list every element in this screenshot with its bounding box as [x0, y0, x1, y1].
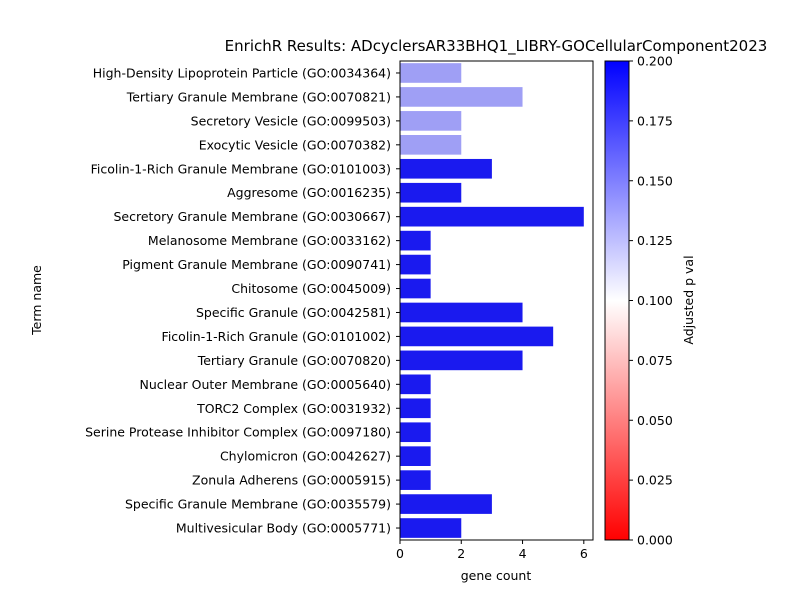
- bar: [400, 494, 492, 514]
- bar: [400, 374, 431, 395]
- bar: [400, 398, 431, 419]
- colorbar-tick-label: 0.125: [637, 233, 673, 248]
- y-tick-label: Specific Granule Membrane (GO:0035579): [125, 497, 391, 512]
- bar: [400, 111, 462, 131]
- colorbar-ticks: 0.000 0.025 0.050 0.075 0.100 0.125 0.150 0.175…: [629, 54, 673, 548]
- y-axis-title: Term name: [29, 265, 44, 336]
- colorbar: [604, 60, 630, 541]
- colorbar-tick-label: 0.025: [637, 473, 673, 488]
- chart-title: EnrichR Results: ADcyclersAR33BHQ1_LIBRY…: [225, 37, 768, 56]
- y-tick-label: Exocytic Vesicle (GO:0070382): [199, 137, 391, 152]
- bar: [400, 350, 523, 371]
- x-axis-title: gene count: [461, 568, 532, 583]
- colorbar-title: Adjusted p val: [681, 255, 696, 344]
- y-tick-label: Serine Protease Inhibitor Complex (GO:00…: [85, 425, 391, 440]
- y-tick-label: Aggresome (GO:0016235): [227, 185, 391, 200]
- x-tick-label: 4: [519, 546, 527, 561]
- y-tick-label: Ficolin-1-Rich Granule Membrane (GO:0101…: [91, 161, 391, 176]
- bar: [400, 230, 431, 251]
- colorbar-tick-label: 0.075: [637, 353, 673, 368]
- y-tick-label: Ficolin-1-Rich Granule (GO:0101002): [162, 329, 391, 344]
- x-ticks: 0 2 4 6: [396, 540, 588, 561]
- bar: [400, 135, 462, 155]
- y-tick-label: High-Density Lipoprotein Particle (GO:00…: [93, 65, 391, 80]
- y-tick-label: Pigment Granule Membrane (GO:0090741): [122, 257, 391, 272]
- plot-frame: [399, 60, 594, 541]
- bar: [400, 254, 431, 275]
- y-tick-label: Zonula Adherens (GO:0005915): [192, 473, 391, 488]
- x-tick-label: 2: [457, 546, 465, 561]
- colorbar-tick-label: 0.000: [637, 533, 673, 548]
- y-tick-label: Tertiary Granule (GO:0070820): [197, 353, 391, 368]
- colorbar-tick-label: 0.050: [637, 413, 673, 428]
- colorbar-tick-label: 0.100: [637, 293, 673, 308]
- y-tick-label: Melanosome Membrane (GO:0033162): [148, 233, 391, 248]
- bar: [400, 302, 523, 323]
- colorbar-tick-label: 0.200: [637, 54, 673, 69]
- bar: [400, 182, 462, 203]
- y-tick-label: Tertiary Granule Membrane (GO:0070821): [126, 89, 391, 104]
- bar: [400, 446, 431, 466]
- bar: [400, 278, 431, 299]
- y-tick-label: Nuclear Outer Membrane (GO:0005640): [140, 377, 391, 392]
- bars: [400, 63, 584, 538]
- x-tick-label: 6: [580, 546, 588, 561]
- y-tick-label: Chylomicron (GO:0042627): [220, 449, 391, 464]
- bar: [400, 518, 462, 538]
- bar: [400, 158, 492, 179]
- bar: [400, 206, 584, 227]
- y-tick-label: Chitosome (GO:0045009): [231, 281, 391, 296]
- bar: [400, 326, 554, 347]
- y-tick-label: Secretory Granule Membrane (GO:0030667): [114, 209, 392, 224]
- bar: [400, 87, 523, 107]
- colorbar-tick-label: 0.150: [637, 173, 673, 188]
- bar: [400, 422, 431, 443]
- y-tick-labels: High-Density Lipoprotein Particle (GO:00…: [85, 65, 400, 536]
- colorbar-tick-label: 0.175: [637, 113, 673, 128]
- bar: [400, 470, 431, 490]
- y-tick-label: TORC2 Complex (GO:0031932): [196, 401, 391, 416]
- y-tick-label: Multivesicular Body (GO:0005771): [176, 521, 391, 536]
- bar: [400, 63, 462, 83]
- y-tick-label: Specific Granule (GO:0042581): [196, 305, 391, 320]
- y-tick-label: Secretory Vesicle (GO:0099503): [191, 113, 391, 128]
- x-tick-label: 0: [396, 546, 404, 561]
